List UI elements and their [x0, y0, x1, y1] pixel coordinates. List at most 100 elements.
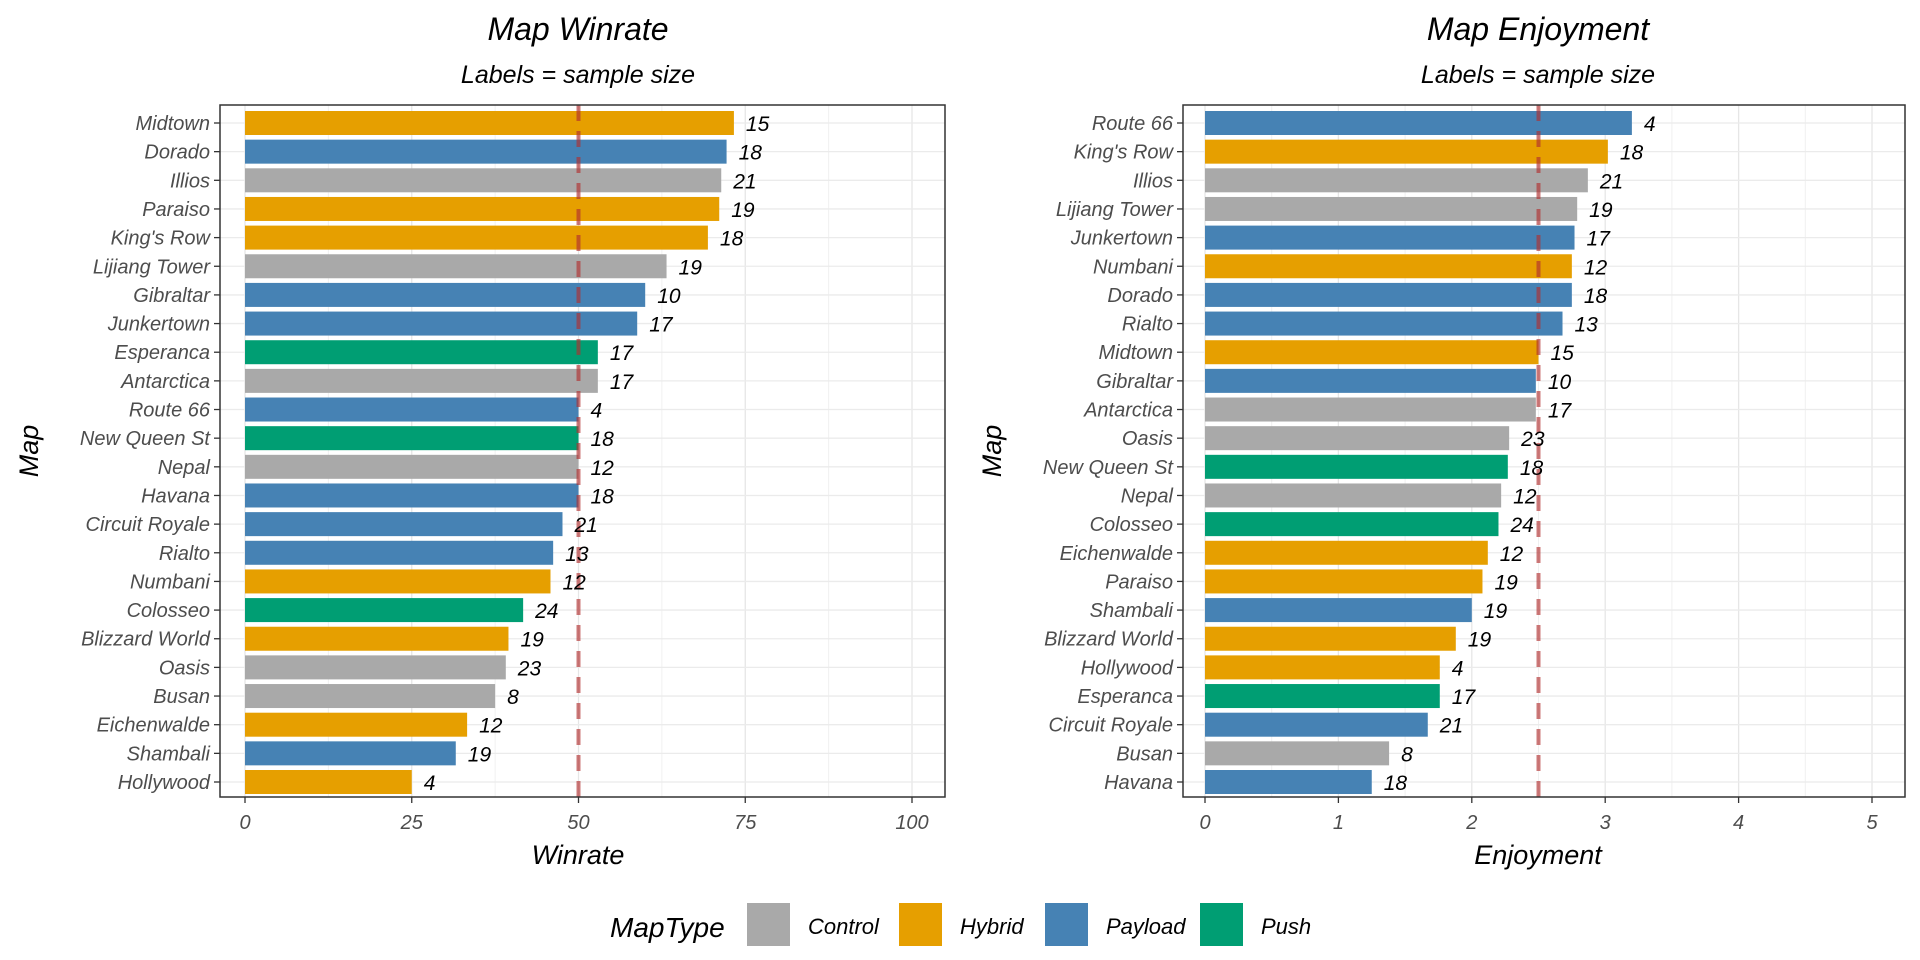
x-tick-label: 25: [400, 812, 424, 834]
bar-data-label: 12: [1584, 256, 1608, 279]
bar-data-label: 8: [1401, 743, 1413, 766]
bar: [245, 598, 524, 623]
y-tick-label: Blizzard World: [1044, 629, 1174, 651]
bar-data-label: 19: [468, 743, 492, 766]
bar-data-label: 18: [1384, 772, 1408, 795]
y-tick-label: Midtown: [136, 113, 210, 135]
bar-data-label: 24: [534, 600, 558, 623]
y-tick-label: Illios: [1133, 170, 1173, 192]
bar: [1205, 712, 1428, 737]
x-tick-label: 100: [895, 812, 928, 834]
bar: [245, 282, 646, 307]
bar-data-label: 21: [1439, 715, 1463, 738]
y-tick-label: Paraiso: [1105, 571, 1173, 593]
bar: [1205, 282, 1572, 307]
bar: [245, 454, 579, 479]
y-tick-label: Gibraltar: [1096, 371, 1174, 393]
bar-data-label: 17: [1452, 686, 1477, 709]
y-tick-label: Busan: [1116, 743, 1173, 765]
bar-data-label: 18: [739, 142, 763, 165]
y-tick-label: Eichenwalde: [1060, 543, 1173, 565]
y-tick-label: Havana: [141, 485, 210, 507]
bar: [1205, 111, 1632, 135]
bar: [1205, 598, 1472, 623]
y-tick-label: New Queen St: [1043, 457, 1175, 479]
legend-item-control: Control: [747, 903, 880, 946]
y-tick-label: Hollywood: [118, 772, 211, 794]
bar-data-label: 12: [1513, 485, 1537, 508]
bar-data-label: 19: [520, 629, 544, 652]
legend-item-push: Push: [1200, 903, 1311, 946]
bar-data-label: 10: [657, 285, 681, 308]
bar-data-label: 18: [591, 485, 615, 508]
legend-title: MapType: [610, 912, 725, 943]
bar-data-label: 21: [732, 170, 756, 193]
bar-data-label: 23: [517, 657, 542, 680]
bar: [245, 340, 598, 365]
y-tick-label: Numbani: [130, 571, 211, 593]
bar: [1205, 655, 1440, 680]
bar-data-label: 17: [610, 342, 635, 365]
bar-data-label: 18: [1520, 457, 1544, 480]
bar: [245, 512, 563, 537]
y-tick-label: Junkertown: [1070, 228, 1173, 250]
legend-label: Control: [808, 914, 880, 939]
y-tick-label: Nepal: [158, 457, 211, 479]
y-tick-label: Busan: [153, 686, 210, 708]
bar: [1205, 512, 1499, 537]
y-tick-label: Rialto: [1122, 314, 1173, 336]
bar: [245, 311, 638, 336]
y-tick-label: Blizzard World: [81, 629, 211, 651]
y-tick-label: Nepal: [1121, 485, 1174, 507]
bar-data-label: 19: [1468, 629, 1492, 652]
legend-key: [899, 903, 942, 946]
legend-label: Hybrid: [960, 914, 1024, 939]
x-axis-title: Enjoyment: [1474, 840, 1603, 870]
x-tick-label: 1: [1333, 812, 1344, 834]
x-axis-title: Winrate: [532, 840, 625, 870]
x-tick-label: 75: [734, 812, 757, 834]
y-tick-label: Lijiang Tower: [1056, 199, 1174, 221]
x-tick-label: 4: [1733, 812, 1744, 834]
y-tick-label: Rialto: [159, 543, 210, 565]
bar-data-label: 15: [746, 113, 770, 136]
y-tick-label: Dorado: [144, 142, 210, 164]
y-axis-title: Map: [977, 425, 1007, 478]
y-tick-label: Illios: [170, 170, 210, 192]
legend-item-payload: Payload: [1045, 903, 1186, 946]
bar-data-label: 13: [565, 543, 589, 566]
legend-item-hybrid: Hybrid: [899, 903, 1024, 946]
bar-data-label: 12: [562, 571, 586, 594]
bar: [1205, 569, 1483, 594]
plot-border: [219, 104, 946, 798]
bar-data-label: 17: [1587, 228, 1612, 251]
bar-data-label: 4: [591, 400, 603, 423]
y-tick-label: Circuit Royale: [1049, 715, 1173, 737]
x-tick-label: 2: [1465, 812, 1477, 834]
bar: [245, 111, 734, 135]
plot-border: [1182, 104, 1906, 798]
bar: [1205, 311, 1563, 336]
y-tick-label: Gibraltar: [133, 285, 211, 307]
bar: [1205, 225, 1575, 250]
bar-data-label: 17: [1548, 400, 1573, 423]
bar: [1205, 483, 1502, 508]
bar-data-label: 21: [1599, 170, 1623, 193]
chart-subtitle: Labels = sample size: [1421, 61, 1655, 89]
bar-data-label: 4: [424, 772, 436, 795]
bar: [1205, 540, 1488, 565]
y-tick-label: Shambali: [127, 743, 211, 765]
bar: [1205, 741, 1390, 766]
y-tick-label: Numbani: [1093, 256, 1174, 278]
y-tick-label: Esperanca: [1077, 686, 1173, 708]
y-tick-label: Colosseo: [1090, 514, 1173, 536]
legend-key: [747, 903, 790, 946]
bar-data-label: 8: [507, 686, 519, 709]
y-tick-label: Oasis: [1122, 428, 1173, 450]
bar-data-label: 4: [1452, 657, 1464, 680]
bar: [245, 368, 598, 393]
y-axis-title: Map: [14, 425, 44, 478]
bar-data-label: 24: [1509, 514, 1533, 537]
bar: [245, 225, 708, 250]
